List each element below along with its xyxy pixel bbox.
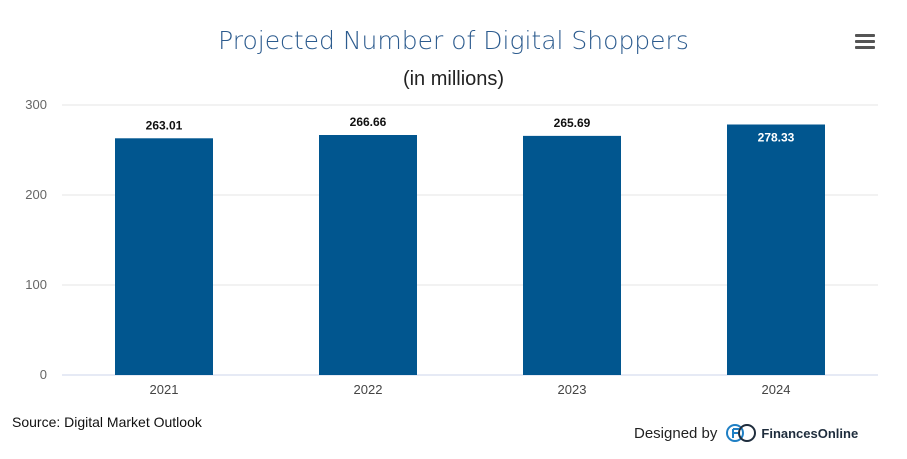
x-tick-label: 2022 bbox=[354, 382, 383, 397]
data-label: 266.66 bbox=[350, 115, 387, 129]
chart-subtitle: (in millions) bbox=[402, 68, 505, 90]
bar bbox=[523, 135, 621, 375]
y-tick-label: 200 bbox=[25, 187, 47, 202]
data-label: 263.01 bbox=[146, 118, 183, 132]
hamburger-menu-icon[interactable] bbox=[855, 34, 875, 50]
x-tick-label: 2024 bbox=[762, 382, 791, 397]
bar bbox=[115, 138, 213, 375]
brand-name: FinancesOnline bbox=[761, 425, 859, 441]
y-tick-label: 300 bbox=[25, 97, 47, 112]
bar bbox=[319, 135, 417, 375]
financesonline-logo-icon bbox=[726, 424, 757, 442]
data-label: 265.69 bbox=[554, 116, 591, 130]
bar bbox=[727, 124, 825, 376]
y-tick-label: 100 bbox=[25, 277, 47, 292]
source-note: Source: Digital Market Outlook bbox=[12, 414, 202, 430]
designed-by-label: Designed by bbox=[634, 424, 718, 442]
chart-title: Projected Number of Digital Shoppers bbox=[218, 26, 689, 55]
designed-by-credit[interactable]: Designed by FinancesOnline bbox=[634, 421, 858, 445]
x-tick-label: 2023 bbox=[558, 382, 587, 397]
data-label: 278.33 bbox=[758, 131, 795, 145]
y-tick-label: 0 bbox=[40, 367, 47, 382]
x-tick-label: 2021 bbox=[150, 382, 179, 397]
bar-chart: 0 100 200 300 263.01 2021 266.66 2022 265.69 2023… bbox=[25, 97, 878, 397]
